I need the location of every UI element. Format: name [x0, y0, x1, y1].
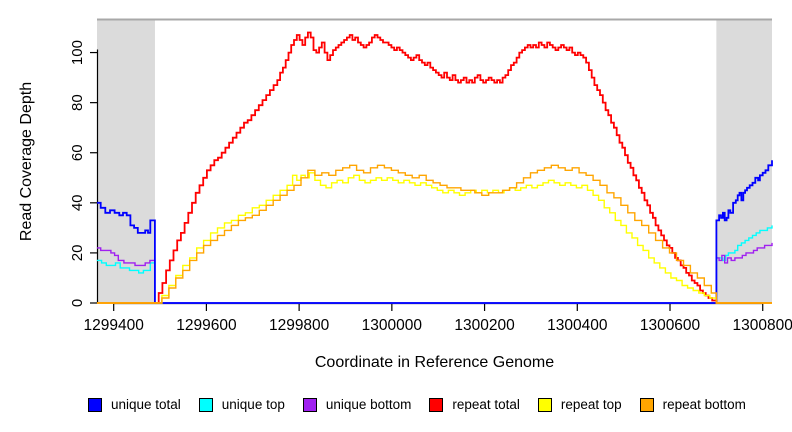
legend-swatch: [302, 397, 317, 412]
legend-swatch: [429, 397, 444, 412]
legend-swatch: [198, 397, 213, 412]
y-tick-label: 100: [69, 40, 86, 65]
x-tick-label: 1299800: [269, 317, 330, 334]
series-repeat-top: [97, 172, 772, 304]
y-tick-label: 20: [69, 245, 86, 262]
y-tick-label: 80: [69, 94, 86, 111]
legend-item-unique-bottom: unique bottom: [302, 397, 412, 412]
legend-label: repeat top: [560, 397, 622, 412]
x-tick-label: 1300800: [733, 317, 792, 334]
x-tick-label: 1300400: [547, 317, 608, 334]
y-tick-label: 0: [69, 299, 86, 307]
x-tick-label: 1299400: [84, 317, 145, 334]
x-tick-label: 1300000: [362, 317, 423, 334]
legend-swatch: [537, 397, 552, 412]
series-unique-top: [97, 225, 773, 304]
x-tick-label: 1300200: [454, 317, 515, 334]
x-axis-title: Coordinate in Reference Genome: [314, 354, 555, 371]
x-tick-label: 1300600: [640, 317, 701, 334]
legend-item-repeat-total: repeat total: [429, 397, 520, 412]
legend-label: unique top: [221, 397, 285, 412]
legend-item-repeat-top: repeat top: [537, 397, 622, 412]
legend-label: unique bottom: [325, 397, 412, 412]
legend-swatch: [639, 397, 654, 412]
coverage-chart: 0 20 40 60 80 100 1299400 1299600 1299800 1300000…: [18, 18, 792, 334]
legend-item-unique-top: unique top: [198, 397, 285, 412]
legend-item-unique-total: unique total: [88, 397, 181, 412]
series-unique-bottom: [97, 242, 773, 304]
y-tick-label: 60: [69, 144, 86, 161]
series-repeat-bottom: [97, 164, 772, 304]
legend-label: unique total: [111, 397, 181, 412]
shaded-region: [97, 20, 155, 303]
legend-label: repeat total: [452, 397, 520, 412]
series-unique-total: [97, 160, 773, 304]
series-repeat-total: [97, 31, 772, 304]
legend-label: repeat bottom: [662, 397, 746, 412]
x-tick-label: 1299600: [176, 317, 237, 334]
chart-legend: unique total unique top unique bottom repea…: [88, 397, 746, 412]
y-tick-label: 40: [69, 194, 86, 211]
legend-swatch: [88, 397, 102, 412]
y-axis-title: Read Coverage Depth: [18, 82, 35, 241]
legend-item-repeat-bottom: repeat bottom: [639, 397, 746, 412]
